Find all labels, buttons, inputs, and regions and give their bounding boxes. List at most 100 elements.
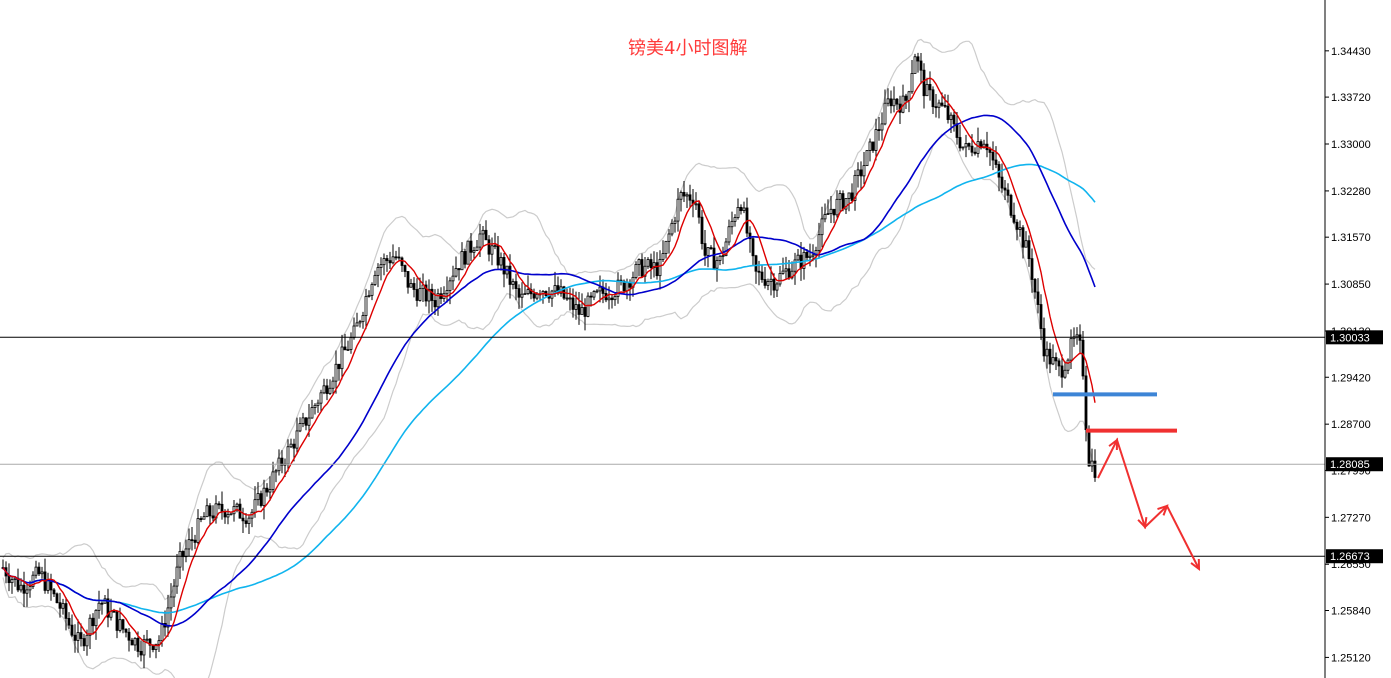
candle-body xyxy=(928,84,932,91)
candle-body xyxy=(91,617,95,627)
candle-body xyxy=(1036,291,1040,305)
candle-body xyxy=(343,346,347,351)
price-tick-label: 1.31570 xyxy=(1331,232,1371,244)
candle-body xyxy=(883,102,887,125)
candle-body xyxy=(175,566,179,587)
candle-body xyxy=(136,637,140,652)
candle-body xyxy=(829,208,833,214)
candle-body xyxy=(34,566,38,576)
candle-body xyxy=(1000,176,1004,189)
candle-body xyxy=(202,516,206,520)
candle-body xyxy=(241,517,245,522)
candle-body xyxy=(379,264,383,268)
candle-body xyxy=(391,256,395,264)
chart-title: 镑美4小时图解 xyxy=(628,38,747,59)
candle-body xyxy=(676,198,680,222)
candle-body xyxy=(964,143,968,148)
candle-body xyxy=(934,106,938,109)
candle-body xyxy=(730,220,734,228)
candle-body xyxy=(382,258,386,266)
candle-body xyxy=(571,297,575,310)
candle-body xyxy=(1039,304,1043,329)
candle-body xyxy=(904,95,908,101)
candle-body xyxy=(112,610,116,613)
candle-body xyxy=(667,233,671,242)
candle-body xyxy=(1048,348,1052,365)
candle-body xyxy=(508,265,512,285)
candle-body xyxy=(871,141,875,151)
candle-body xyxy=(607,297,611,301)
candle-body xyxy=(265,487,269,493)
candle-body xyxy=(433,300,437,308)
candle-body xyxy=(325,385,329,394)
candles xyxy=(1,52,1097,669)
ma-blue-line xyxy=(2,114,1096,627)
candle-body xyxy=(364,296,368,316)
candle-body xyxy=(286,446,290,465)
candle-body xyxy=(76,632,80,641)
candle-body xyxy=(121,619,125,630)
candle-body xyxy=(484,229,488,241)
candle-body xyxy=(1042,328,1046,357)
candle-body xyxy=(376,267,380,276)
candle-body xyxy=(184,548,188,558)
candle-body xyxy=(1087,429,1091,467)
bollinger-upper xyxy=(2,38,1096,601)
candle-body xyxy=(52,589,56,595)
ma-red-line xyxy=(2,77,1096,647)
candle-body xyxy=(817,234,821,251)
candle-body xyxy=(787,268,791,279)
annotations xyxy=(1053,392,1201,572)
candle-body xyxy=(166,607,170,628)
candle-body xyxy=(208,505,212,517)
candle-body xyxy=(868,141,872,151)
candle-body xyxy=(793,259,797,272)
candle-body xyxy=(970,145,974,153)
candle-body xyxy=(1066,359,1070,371)
candle-body xyxy=(994,159,998,165)
candle-body xyxy=(37,566,41,575)
candle-body xyxy=(472,250,476,253)
candle-body xyxy=(766,281,770,286)
candle-body xyxy=(523,293,527,295)
candle-body xyxy=(274,470,278,473)
candle-body xyxy=(97,602,101,611)
candle-body xyxy=(832,208,836,216)
candle-body xyxy=(25,589,29,594)
candle-body xyxy=(955,123,959,138)
candle-body xyxy=(640,259,644,277)
candle-body xyxy=(169,596,173,609)
candle-body xyxy=(613,295,617,301)
candle-body xyxy=(355,322,359,327)
candle-body xyxy=(133,637,137,646)
candle-body xyxy=(88,617,92,636)
candle-body xyxy=(100,602,104,605)
candle-body xyxy=(835,198,839,216)
candle-body xyxy=(1063,369,1067,378)
projection-arrowhead xyxy=(1190,558,1201,572)
candle-body xyxy=(532,293,536,299)
candle-body xyxy=(19,584,23,591)
candle-body xyxy=(811,254,815,257)
candle-body xyxy=(58,602,62,609)
candle-body xyxy=(205,505,209,518)
candle-body xyxy=(1018,227,1022,230)
candle-body xyxy=(412,283,416,290)
candle-body xyxy=(796,254,800,261)
candle-body xyxy=(790,270,794,279)
candle-body xyxy=(424,284,428,302)
candle-body xyxy=(838,193,842,200)
candle-body xyxy=(280,457,284,466)
candle-body xyxy=(778,273,782,285)
candle-body xyxy=(715,260,719,269)
candle-body xyxy=(1060,365,1064,378)
candle-body xyxy=(670,223,674,235)
level-current-tag xyxy=(1326,457,1383,472)
candle-body xyxy=(1006,189,1010,196)
candle-body xyxy=(1075,334,1079,338)
candle-body xyxy=(682,191,686,197)
candle-body xyxy=(862,165,866,177)
candle-body xyxy=(400,257,404,266)
candle-body xyxy=(877,129,881,132)
